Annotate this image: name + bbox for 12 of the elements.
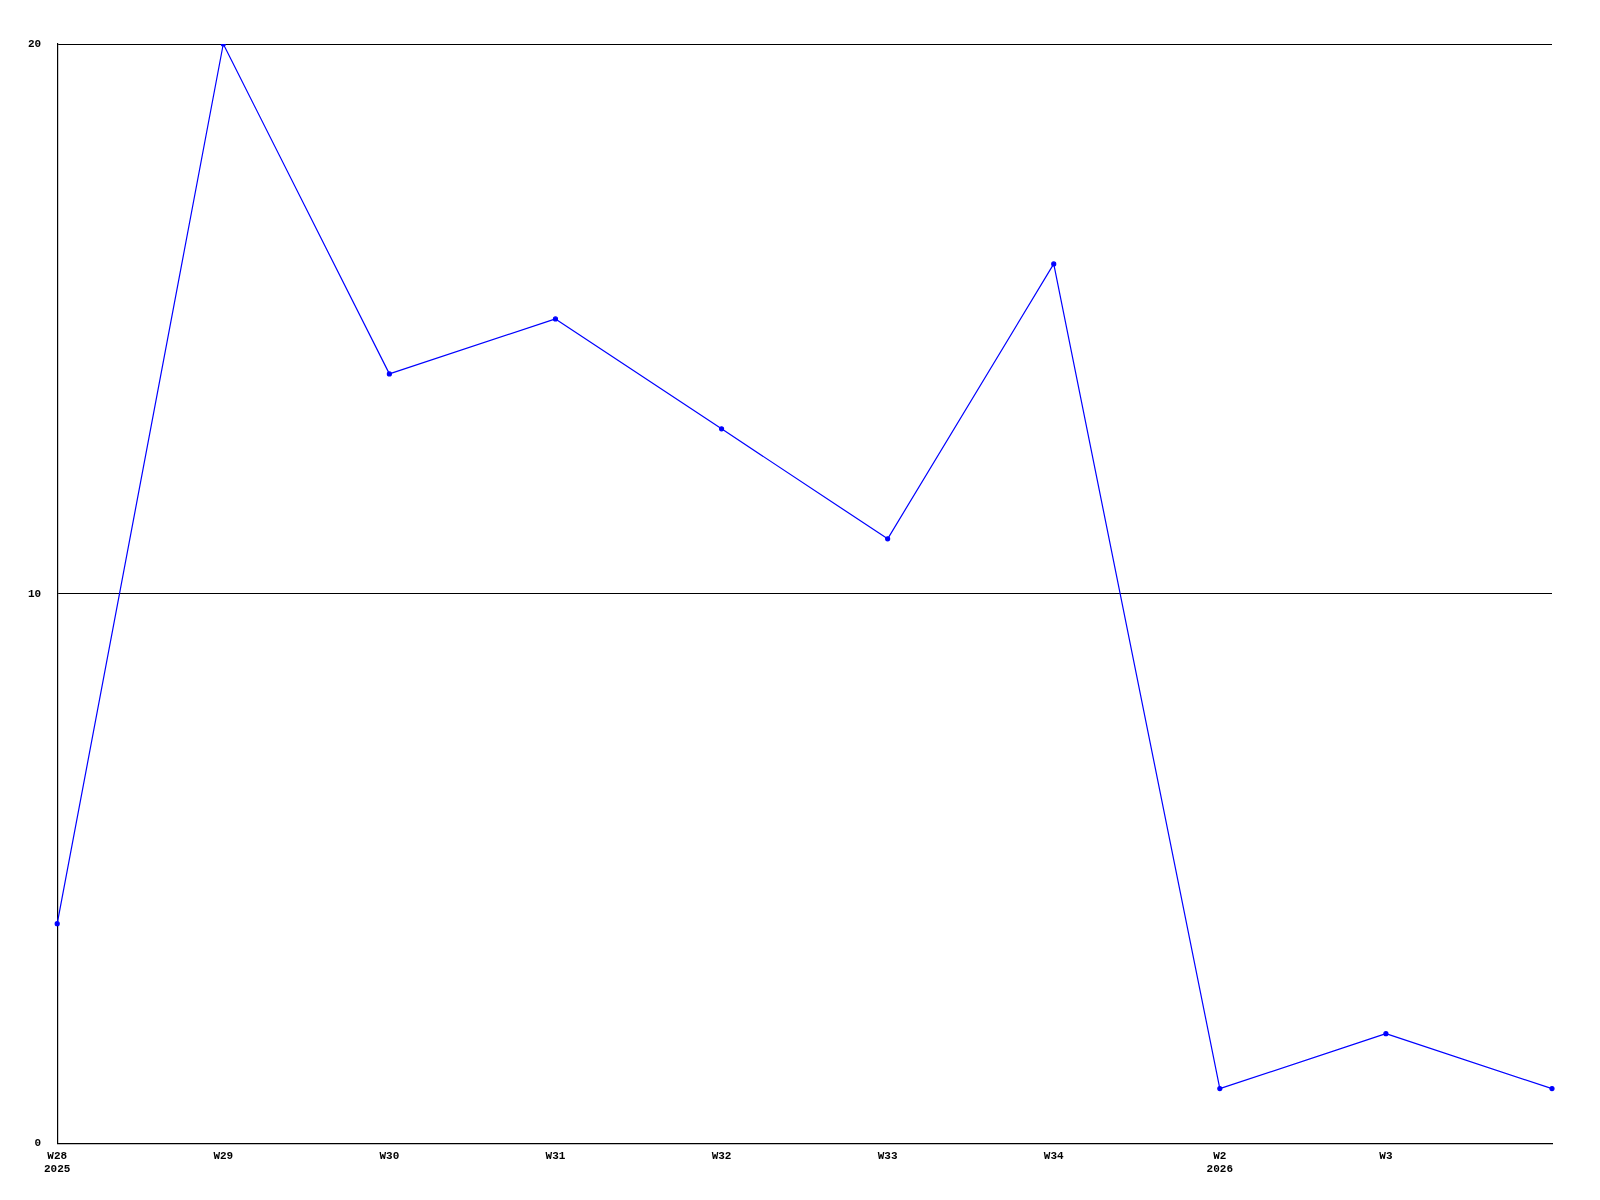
x-tick-label: W30 (379, 1149, 400, 1162)
x-tick-label: W33 (877, 1149, 898, 1162)
y-tick-label: 0 (34, 1137, 42, 1150)
x-tick-label: W2 2026 (1206, 1149, 1234, 1176)
x-tick-label: W32 (711, 1149, 732, 1162)
x-tick-label: W29 (213, 1149, 234, 1162)
x-tick-label: W28 2025 (44, 1149, 71, 1176)
y-tick-label: 10 (28, 587, 42, 600)
x-tick-label: W31 (545, 1149, 566, 1162)
y-tick-label: 20 (28, 37, 42, 50)
x-tick-label: W34 (1043, 1149, 1065, 1162)
x-tick-label: W3 (1379, 1149, 1393, 1162)
